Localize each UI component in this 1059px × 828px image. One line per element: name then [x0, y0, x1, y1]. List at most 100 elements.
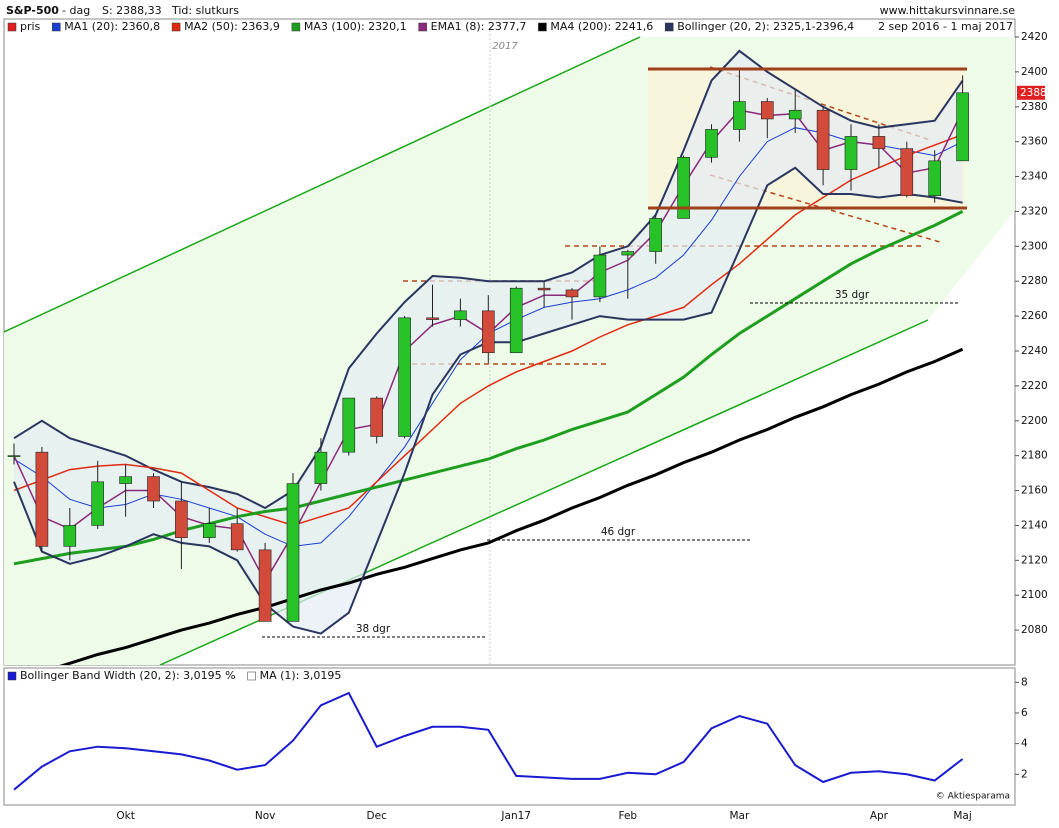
legend-swatch	[538, 22, 547, 32]
y-tick-label: 2220	[1021, 380, 1048, 392]
legend-label: MA (1): 3,0195	[260, 669, 342, 682]
legend-swatch	[291, 22, 301, 32]
period: - dag	[62, 4, 90, 17]
last-price: S: 2388,33	[102, 4, 162, 17]
candle-body	[956, 92, 969, 162]
y-tick-label: 2200	[1021, 415, 1048, 427]
y-tick-label: 2100	[1021, 589, 1048, 601]
candle-body	[147, 476, 160, 502]
y-tick-label: 2320	[1021, 205, 1048, 217]
legend-swatch	[7, 671, 17, 681]
candle-body	[733, 101, 746, 130]
site: www.hittakursvinnare.se	[880, 4, 1016, 17]
symbol: S&P-500	[6, 4, 59, 17]
x-tick-label: Maj	[953, 810, 971, 822]
width-panel	[3, 667, 1016, 806]
date-range: 2 sep 2016 - 1 maj 2017	[878, 20, 1013, 33]
time-mode: Tid: slutkurs	[171, 4, 239, 17]
y-tick-label: 2260	[1021, 310, 1048, 322]
candle-body	[454, 310, 467, 320]
legend-label: EMA1 (8): 2377,7	[431, 20, 527, 33]
legend-swatch	[247, 671, 256, 681]
x-tick-label: Jan17	[500, 810, 531, 822]
y-tick-label: 2140	[1021, 519, 1048, 531]
legend-swatch	[418, 22, 427, 32]
year-label: 2017	[492, 41, 518, 52]
legend-swatch	[171, 22, 181, 32]
y-tick-label: 8	[1021, 676, 1028, 688]
series-line	[59, 347, 964, 665]
legend-label: pris	[20, 20, 41, 33]
y-tick-label: 6	[1021, 707, 1028, 719]
series-line	[13, 691, 964, 791]
legend-swatch	[7, 22, 17, 32]
candle-body	[788, 109, 802, 120]
y-tick-label: 2280	[1021, 275, 1048, 287]
y-tick-label: 2080	[1021, 624, 1048, 636]
candle-body	[872, 136, 886, 149]
candle-body	[509, 287, 523, 354]
candle-body	[314, 451, 328, 484]
y-tick-label: 2340	[1021, 171, 1048, 183]
trend-line	[4, 36, 641, 333]
candle-body	[705, 129, 718, 158]
candle-body	[481, 310, 495, 354]
y-tick-label: 2180	[1021, 450, 1048, 462]
y-tick-label: 4	[1021, 738, 1028, 750]
candle-body	[7, 455, 21, 457]
legend-label: Bollinger Band Width (20, 2): 3,0195 %	[20, 669, 236, 682]
candle-body	[203, 523, 216, 538]
candle-body	[928, 160, 942, 197]
legend-label: Bollinger (20, 2): 2325,1-2396,4	[677, 20, 854, 33]
y-tick-label: 2400	[1021, 66, 1048, 78]
y-tick-label: 2420	[1021, 31, 1048, 43]
series-line	[13, 210, 964, 566]
candle-body	[35, 451, 49, 547]
x-tick-label: Feb	[619, 810, 638, 822]
credit: © Aktiesparama	[936, 792, 1010, 802]
y-tick-label: 2	[1021, 768, 1028, 780]
legend-swatch	[664, 22, 674, 32]
y-tick-label: 2160	[1021, 485, 1048, 497]
y-tick-label: 2300	[1021, 240, 1048, 252]
candle-body	[537, 287, 551, 291]
legend-swatch	[52, 22, 61, 32]
candle-body	[342, 397, 356, 453]
candle-body	[649, 218, 663, 252]
candle-body	[63, 525, 77, 547]
y-tick-label: 2120	[1021, 554, 1048, 566]
candle-body	[258, 549, 272, 622]
candle-body	[370, 397, 384, 437]
candle-body	[426, 317, 439, 320]
span-arrows	[262, 302, 958, 638]
last-tag	[1017, 85, 1045, 100]
x-tick-label: Okt	[116, 810, 134, 822]
span-label: 38 dgr	[356, 623, 391, 635]
legend-label: MA4 (200): 2241,6	[550, 20, 653, 33]
last-tag-label: 2388	[1020, 87, 1047, 99]
candle-body	[816, 109, 830, 170]
x-tick-label: Dec	[367, 810, 388, 822]
y-tick-label: 2240	[1021, 345, 1048, 357]
y-tick-label: 2360	[1021, 136, 1048, 148]
x-tick-label: Apr	[870, 810, 889, 822]
legend-label: MA2 (50): 2363,9	[184, 20, 280, 33]
candle-body	[230, 523, 244, 551]
x-tick-label: Mar	[729, 810, 749, 822]
legend-label: MA1 (20): 2360,8	[64, 20, 160, 33]
candle-body	[760, 101, 774, 120]
candle-body	[593, 254, 607, 298]
band-upper	[13, 49, 964, 510]
candle-body	[844, 136, 858, 170]
candle-body	[286, 483, 300, 622]
candle-body	[175, 500, 188, 538]
candle-body	[677, 157, 690, 219]
candle-body	[398, 317, 411, 437]
candle-body	[565, 289, 579, 298]
plot	[7, 49, 969, 665]
legend-label: MA3 (100): 2320,1	[304, 20, 407, 33]
span-label: 35 dgr	[835, 289, 870, 301]
candle-body	[621, 251, 635, 256]
x-tick-label: Nov	[255, 810, 276, 822]
